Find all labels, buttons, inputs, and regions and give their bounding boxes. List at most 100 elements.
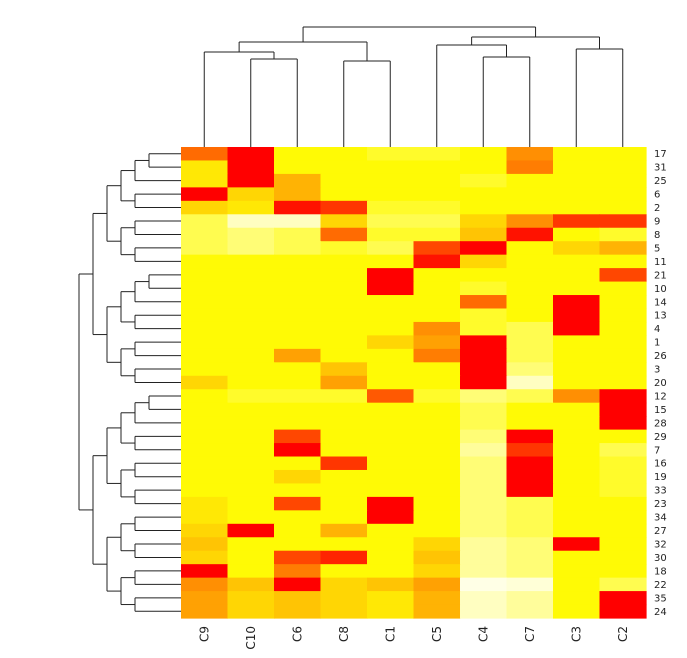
row-label-21: 21 [654, 270, 667, 281]
row-label-9: 9 [654, 217, 660, 228]
row-label-33: 33 [654, 486, 667, 497]
heatmap-cell-32-C2 [599, 537, 647, 552]
heatmap-cell-23-C7 [506, 496, 554, 511]
heatmap-cell-14-C1 [367, 295, 415, 310]
heatmap-cell-5-C10 [227, 241, 275, 256]
heatmap-cell-17-C8 [320, 147, 368, 162]
heatmap-cell-35-C7 [506, 591, 554, 606]
heatmap-cell-8-C2 [599, 227, 647, 242]
heatmap-cell-16-C7 [506, 456, 554, 471]
heatmap-cell-28-C3 [553, 416, 601, 431]
heatmap-cell-26-C1 [367, 348, 415, 363]
heatmap-cell-15-C5 [413, 402, 461, 417]
heatmap-cell-11-C5 [413, 254, 461, 269]
heatmap-cell-31-C2 [599, 160, 647, 175]
heatmap-cell-13-C2 [599, 308, 647, 323]
heatmap-cell-20-C10 [227, 375, 275, 390]
heatmap-cell-23-C3 [553, 496, 601, 511]
heatmap-cell-14-C10 [227, 295, 275, 310]
row-label-6: 6 [654, 190, 660, 201]
heatmap-cell-31-C8 [320, 160, 368, 175]
heatmap-cell-16-C9 [181, 456, 229, 471]
heatmap-cell-35-C6 [274, 591, 322, 606]
heatmap-cell-6-C8 [320, 187, 368, 202]
heatmap-cell-4-C5 [413, 321, 461, 336]
heatmap-cell-10-C5 [413, 281, 461, 296]
heatmap-cell-15-C1 [367, 402, 415, 417]
column-label-C9: C9 [197, 626, 211, 642]
heatmap-cell-8-C10 [227, 227, 275, 242]
heatmap-cell-6-C6 [274, 187, 322, 202]
heatmap-cell-5-C1 [367, 241, 415, 256]
heatmap-cell-5-C9 [181, 241, 229, 256]
heatmap-cell-11-C3 [553, 254, 601, 269]
heatmap-cell-16-C6 [274, 456, 322, 471]
row-label-28: 28 [654, 418, 667, 429]
heatmap-cell-20-C7 [506, 375, 554, 390]
heatmap-cell-12-C1 [367, 389, 415, 404]
heatmap-cell-32-C10 [227, 537, 275, 552]
heatmap-cell-15-C4 [460, 402, 508, 417]
heatmap-cell-3-C2 [599, 362, 647, 377]
row-label-7: 7 [654, 445, 660, 456]
heatmap-cell-34-C5 [413, 510, 461, 525]
heatmap-cell-1-C10 [227, 335, 275, 350]
row-label-11: 11 [654, 257, 667, 268]
heatmap-cell-27-C6 [274, 523, 322, 538]
heatmap-cell-15-C10 [227, 402, 275, 417]
heatmap-cell-2-C9 [181, 200, 229, 215]
heatmap-cell-5-C5 [413, 241, 461, 256]
heatmap-cell-8-C5 [413, 227, 461, 242]
heatmap-cell-15-C8 [320, 402, 368, 417]
heatmap-cell-5-C2 [599, 241, 647, 256]
heatmap-cell-6-C4 [460, 187, 508, 202]
heatmap-cell-12-C6 [274, 389, 322, 404]
heatmap-cell-13-C1 [367, 308, 415, 323]
heatmap-cell-20-C6 [274, 375, 322, 390]
heatmap-cell-1-C2 [599, 335, 647, 350]
heatmap-cell-5-C7 [506, 241, 554, 256]
row-label-4: 4 [654, 324, 660, 335]
heatmap-cell-4-C8 [320, 321, 368, 336]
heatmap-cell-7-C4 [460, 443, 508, 458]
heatmap-cell-22-C3 [553, 577, 601, 592]
heatmap-cell-12-C9 [181, 389, 229, 404]
heatmap-cell-33-C6 [274, 483, 322, 498]
heatmap-cell-7-C2 [599, 443, 647, 458]
heatmap-cell-28-C5 [413, 416, 461, 431]
heatmap-cell-4-C7 [506, 321, 554, 336]
heatmap-cell-4-C10 [227, 321, 275, 336]
heatmap-cell-33-C4 [460, 483, 508, 498]
heatmap-cell-6-C1 [367, 187, 415, 202]
heatmap-cell-13-C8 [320, 308, 368, 323]
heatmap-cell-19-C7 [506, 469, 554, 485]
column-label-C10: C10 [244, 626, 258, 650]
heatmap-cell-14-C9 [181, 295, 229, 310]
heatmap-cell-31-C4 [460, 160, 508, 175]
heatmap-cell-2-C10 [227, 200, 275, 215]
heatmap-cell-3-C9 [181, 362, 229, 377]
heatmap-cell-22-C4 [460, 577, 508, 592]
heatmap-cell-10-C4 [460, 281, 508, 296]
heatmap-cell-13-C5 [413, 308, 461, 323]
heatmap-cell-30-C8 [320, 550, 368, 565]
heatmap-cell-13-C10 [227, 308, 275, 323]
heatmap-cell-23-C8 [320, 496, 368, 511]
heatmap-cell-22-C1 [367, 577, 415, 592]
heatmap-cell-29-C2 [599, 429, 647, 444]
heatmap-cell-9-C3 [553, 214, 601, 229]
heatmap-cell-27-C3 [553, 523, 601, 538]
column-dendrogram [203, 26, 624, 147]
heatmap-cell-25-C9 [181, 173, 229, 188]
row-label-3: 3 [654, 365, 660, 376]
heatmap-cell-9-C5 [413, 214, 461, 229]
row-label-1: 1 [654, 338, 660, 349]
row-dendrogram [78, 153, 181, 612]
heatmap-cell-23-C2 [599, 496, 647, 511]
heatmap-cell-16-C4 [460, 456, 508, 471]
heatmap-cell-29-C3 [553, 429, 601, 444]
heatmap-cell-24-C4 [460, 604, 508, 619]
heatmap-cell-9-C1 [367, 214, 415, 229]
heatmap-cell-20-C9 [181, 375, 229, 390]
